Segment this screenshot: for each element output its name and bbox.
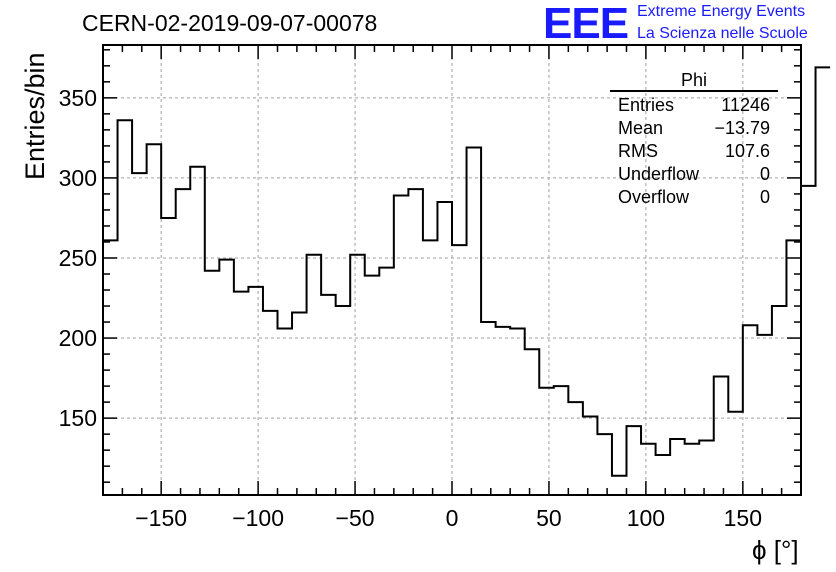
stats-value: 107.6	[724, 141, 770, 161]
y-axis-label: Entries/bin	[20, 52, 50, 180]
x-axis-label: ϕ [°]	[752, 535, 799, 565]
histogram-bin	[248, 287, 263, 495]
histogram-bin	[714, 376, 729, 495]
histogram-bin	[205, 271, 220, 495]
histogram-bin	[743, 325, 758, 495]
stats-label: Overflow	[618, 187, 690, 207]
histogram-bin	[786, 240, 801, 495]
histogram-bin	[699, 441, 714, 495]
histogram-bin	[161, 218, 176, 495]
histogram-bin	[627, 426, 642, 495]
histogram-bin	[365, 276, 380, 495]
x-tick-label: 50	[536, 505, 562, 531]
histogram-bin	[176, 189, 191, 495]
stats-label: Entries	[618, 95, 675, 115]
y-tick-label: 250	[59, 245, 97, 271]
histogram-bin	[147, 144, 162, 495]
histogram-bin	[278, 328, 293, 495]
x-tick-label: −150	[135, 505, 187, 531]
stats-row-rms: RMS 107.6	[610, 140, 778, 163]
histogram-bin	[568, 402, 583, 495]
histogram-bin	[583, 417, 598, 495]
histogram-bin	[757, 335, 772, 495]
histogram-bin	[467, 147, 482, 495]
histogram-bin	[685, 444, 700, 495]
histogram-bin	[554, 386, 569, 495]
x-tick-label: −100	[232, 505, 284, 531]
histogram-bin	[379, 268, 394, 495]
histogram-bin	[118, 120, 133, 495]
histogram-bin	[292, 312, 307, 495]
brand-line-2: La Scienza nelle Scuole	[637, 25, 808, 42]
histogram-bin	[525, 349, 540, 495]
histogram-bin	[612, 476, 627, 495]
stats-value: 0	[759, 187, 770, 207]
stats-label: Mean	[618, 118, 664, 138]
histogram-bin	[641, 444, 656, 495]
histogram-bin	[539, 388, 554, 495]
histogram-bin	[772, 306, 787, 495]
stats-separator	[610, 90, 778, 92]
brand-line-1: Extreme Energy Events	[637, 3, 806, 20]
histogram-bin	[190, 167, 205, 495]
stats-row-overflow: Overflow 0	[610, 186, 778, 209]
histogram-bin	[510, 328, 525, 495]
histogram-bin	[307, 255, 322, 495]
histogram-bin	[103, 240, 118, 495]
histogram-bin	[656, 455, 671, 495]
histogram-series-line	[103, 66, 831, 477]
stats-value: 0	[759, 164, 770, 184]
histogram-bin	[350, 255, 365, 495]
histogram-bin	[728, 412, 743, 495]
chart-title: CERN-02-2019-09-07-00078	[82, 10, 378, 36]
y-tick-label: 300	[59, 165, 97, 191]
histogram-bin	[801, 186, 816, 495]
stats-box: Phi Entries 11246 Mean −13.79 RMS 107.6 Und…	[610, 70, 778, 209]
x-tick-label: 0	[446, 505, 459, 531]
histogram-bin	[132, 173, 147, 495]
histogram-bin	[394, 196, 409, 495]
histogram-bin	[496, 327, 511, 495]
histogram-bin	[452, 245, 467, 495]
stats-row-entries: Entries 11246	[610, 94, 778, 117]
x-tick-label: 150	[724, 505, 762, 531]
y-tick-label: 200	[59, 325, 97, 351]
stats-label: RMS	[618, 141, 658, 161]
histogram-bin	[423, 240, 438, 495]
histogram-bin	[219, 260, 234, 495]
histogram-bin	[597, 434, 612, 495]
stats-value: −13.79	[714, 118, 770, 138]
stats-label: Underflow	[618, 164, 700, 184]
histogram-bin	[234, 292, 249, 495]
stats-row-mean: Mean −13.79	[610, 117, 778, 140]
y-tick-label: 350	[59, 85, 97, 111]
y-tick-label: 150	[59, 405, 97, 431]
x-tick-label: −50	[336, 505, 375, 531]
histogram-bin	[408, 189, 423, 495]
histogram-bin	[816, 67, 831, 495]
histogram-bin	[481, 322, 496, 495]
stats-value: 11246	[721, 95, 770, 115]
histogram-bin	[321, 295, 336, 495]
x-tick-label: 100	[627, 505, 665, 531]
histogram-bin	[670, 439, 685, 495]
histogram-bin	[336, 306, 351, 495]
stats-row-underflow: Underflow 0	[610, 163, 778, 186]
histogram-bin	[437, 202, 452, 495]
stats-name: Phi	[680, 70, 707, 90]
eee-logo: EEE	[543, 0, 629, 48]
